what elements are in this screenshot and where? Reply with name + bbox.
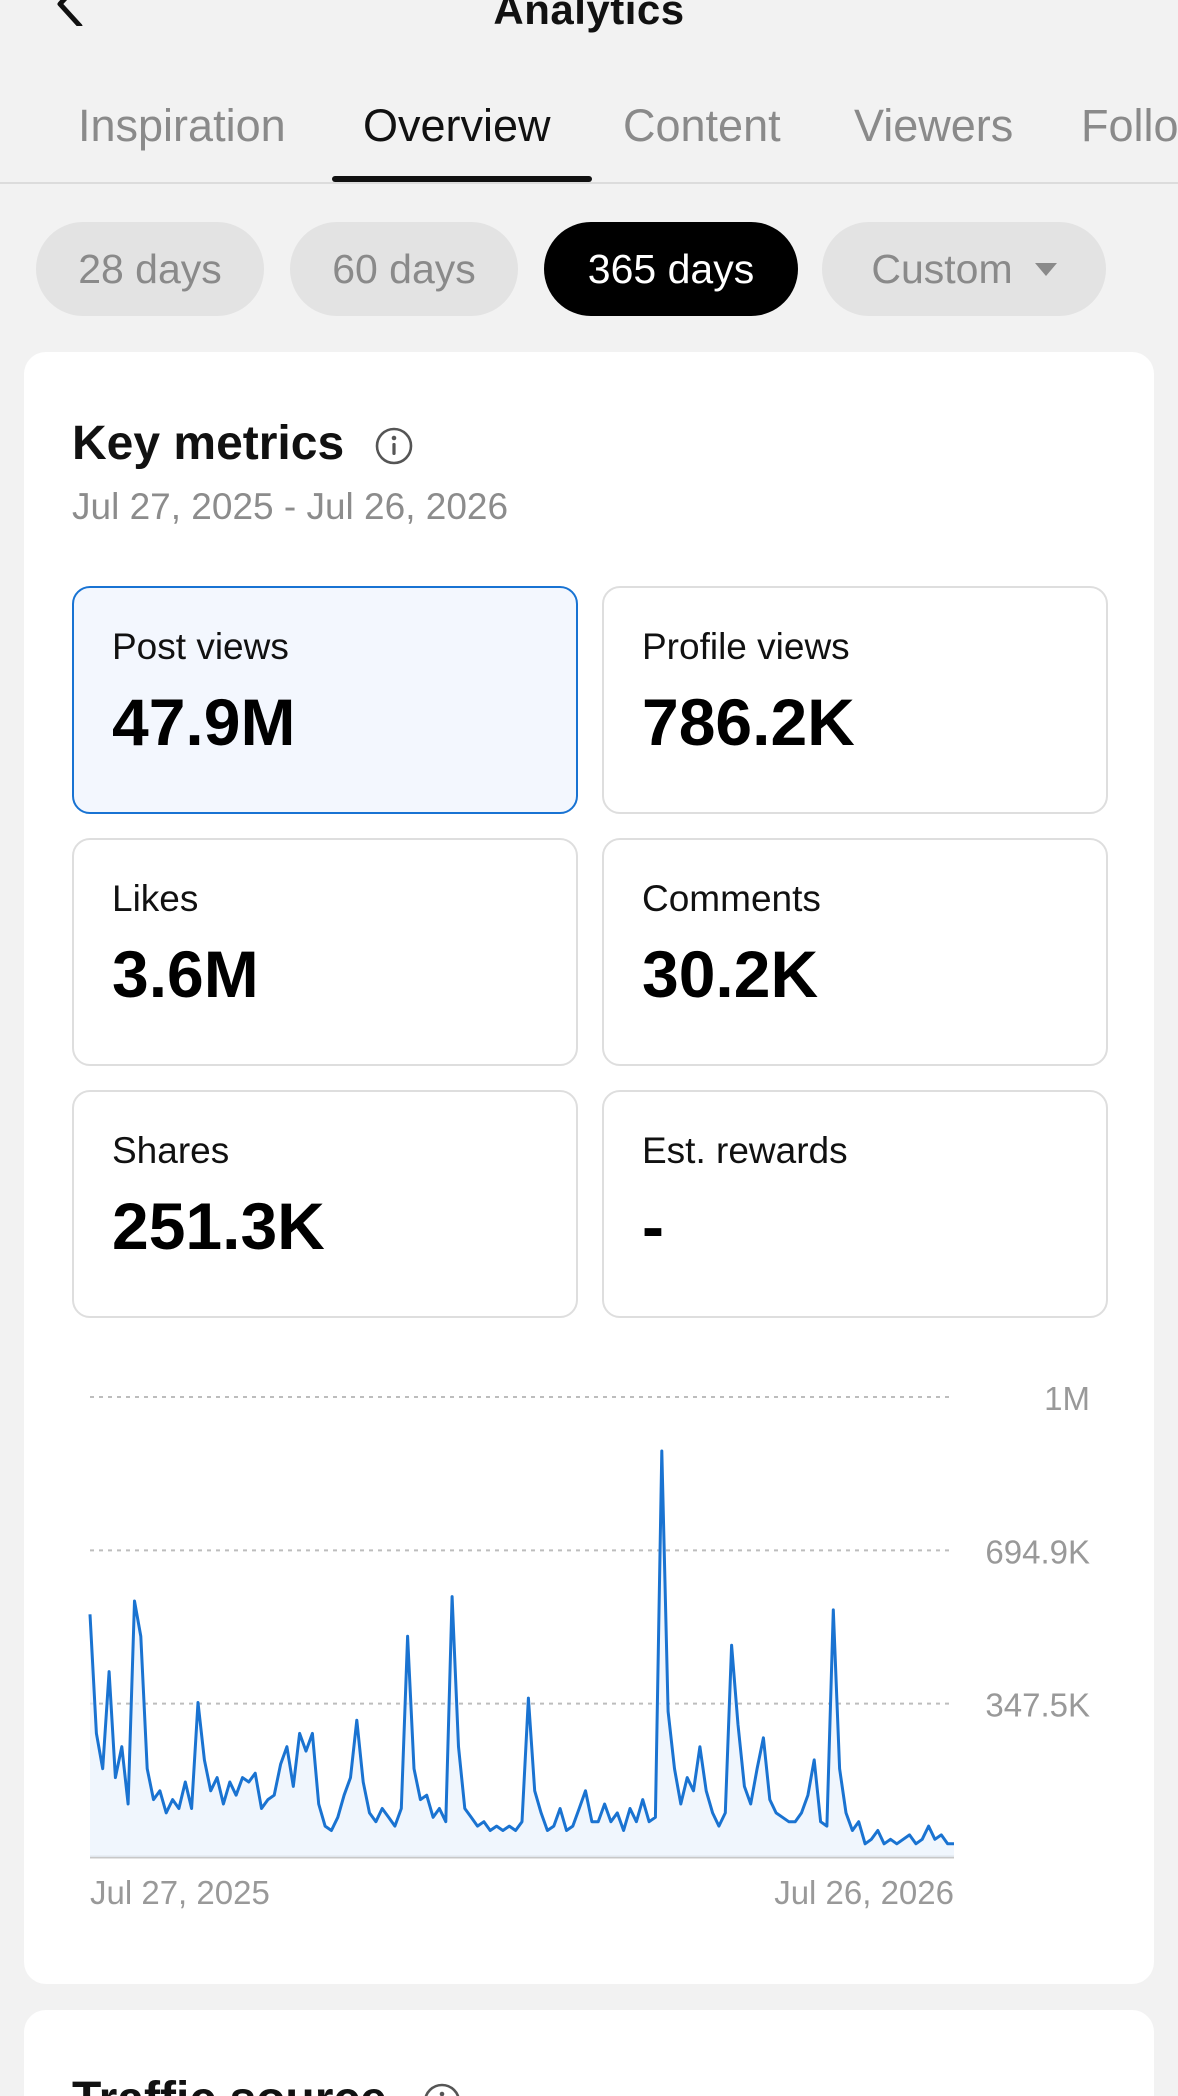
metric-shares[interactable]: Shares 251.3K: [72, 1090, 578, 1318]
dropdown-caret-icon: [1034, 262, 1057, 276]
section-title: Key metrics: [72, 417, 345, 470]
y-tick-label: 694.9K: [985, 1533, 1090, 1570]
metric-label: Est. rewards: [642, 1130, 848, 1171]
tab-bar: Inspiration Overview Content Viewers Fol…: [0, 84, 1178, 184]
metric-value: 251.3K: [112, 1189, 325, 1263]
metric-comments[interactable]: Comments 30.2K: [602, 838, 1108, 1066]
metric-label: Shares: [112, 1130, 230, 1171]
series-area: [90, 1451, 954, 1857]
metric-value: 786.2K: [642, 685, 855, 759]
x-tick-label: Jul 26, 2026: [774, 1874, 954, 1911]
filter-label: Custom: [871, 246, 1013, 292]
metric-post-views[interactable]: Post views 47.9M: [72, 586, 578, 814]
tab-followers[interactable]: Follo: [1081, 100, 1178, 151]
metric-profile-views[interactable]: Profile views 786.2K: [602, 586, 1108, 814]
filter-custom[interactable]: Custom: [822, 222, 1106, 316]
active-tab-indicator: [332, 176, 592, 182]
filter-label: 365 days: [587, 246, 755, 292]
metric-label: Profile views: [642, 626, 850, 667]
metric-label: Likes: [112, 878, 199, 919]
filter-label: 28 days: [78, 246, 222, 292]
metric-label: Comments: [642, 878, 821, 919]
filter-60-days[interactable]: 60 days: [290, 222, 518, 316]
date-range: Jul 27, 2025 - Jul 26, 2026: [72, 486, 509, 527]
tab-viewers[interactable]: Viewers: [854, 100, 1014, 151]
metric-value: 30.2K: [642, 937, 819, 1011]
tab-overview[interactable]: Overview: [363, 100, 551, 151]
tab-inspiration[interactable]: Inspiration: [78, 100, 286, 151]
section-title: Traffic source: [72, 2072, 387, 2096]
info-icon[interactable]: [374, 426, 414, 466]
series-line: [88, 1449, 954, 1846]
post-views-line-chart[interactable]: 1M 694.9K 347.5K Jul 27, 2025 Jul 26, 2026: [24, 352, 1154, 1984]
metric-est-rewards[interactable]: Est. rewards -: [602, 1090, 1108, 1318]
filter-365-days[interactable]: 365 days: [544, 222, 798, 316]
metric-value: 3.6M: [112, 937, 259, 1011]
top-bar: Analytics: [0, 0, 1178, 40]
filter-28-days[interactable]: 28 days: [36, 222, 264, 316]
metric-value: 47.9M: [112, 685, 296, 759]
traffic-source-card: Traffic source: [24, 2010, 1154, 2096]
tab-content[interactable]: Content: [623, 100, 781, 151]
key-metrics-card: Key metrics Jul 27, 2025 - Jul 26, 2026 …: [24, 352, 1154, 1984]
y-tick-label: 1M: [1044, 1380, 1090, 1417]
y-tick-label: 347.5K: [985, 1687, 1090, 1724]
metric-label: Post views: [112, 626, 289, 667]
metric-value: -: [642, 1189, 664, 1263]
x-tick-label: Jul 27, 2025: [90, 1874, 270, 1911]
metric-likes[interactable]: Likes 3.6M: [72, 838, 578, 1066]
info-icon[interactable]: [422, 2082, 462, 2096]
back-arrow-icon[interactable]: [46, 0, 90, 26]
page-title: Analytics: [493, 0, 685, 33]
filter-label: 60 days: [332, 246, 476, 292]
